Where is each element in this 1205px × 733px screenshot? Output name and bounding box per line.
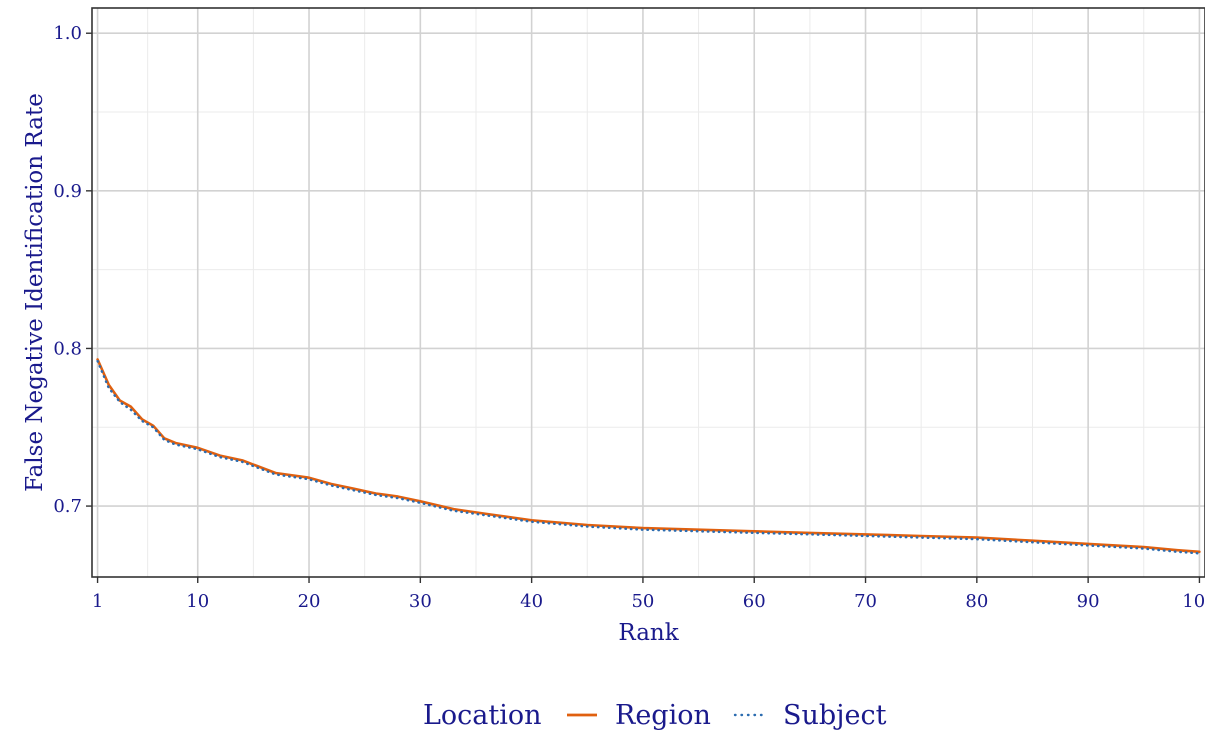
y-tick-label: 1.0 xyxy=(53,23,82,44)
plot-panel-border xyxy=(91,7,1205,578)
y-tick-label: 0.8 xyxy=(53,338,82,359)
series-line-region xyxy=(96,358,1201,554)
x-tick-label: 1 xyxy=(92,591,103,612)
legend-title: Location xyxy=(423,700,542,731)
x-tick-label: 30 xyxy=(409,591,432,612)
x-tick-label: 60 xyxy=(743,591,766,612)
y-tick-label: 0.9 xyxy=(53,181,82,202)
series-lines xyxy=(96,358,1201,555)
x-tick-label: 100 xyxy=(1182,591,1205,612)
major-gridlines xyxy=(92,8,1205,577)
x-tick-label: 70 xyxy=(854,591,877,612)
x-tick-label: 40 xyxy=(520,591,543,612)
minor-gridlines xyxy=(92,8,1205,577)
x-tick-label: 90 xyxy=(1077,591,1100,612)
x-axis-ticks: 1 10 20 30 40 50 60 70 80 90 100 xyxy=(92,577,1205,612)
series-line-subject xyxy=(96,359,1201,555)
x-axis-title: Rank xyxy=(618,620,679,646)
legend-label-subject: Subject xyxy=(783,700,887,731)
x-tick-label: 10 xyxy=(186,591,209,612)
y-tick-label: 0.7 xyxy=(53,496,82,517)
x-tick-label: 50 xyxy=(631,591,654,612)
x-tick-label: 20 xyxy=(298,591,321,612)
y-axis-ticks: 0.7 0.8 0.9 1.0 xyxy=(53,23,92,517)
y-axis-title: False Negative Identification Rate xyxy=(22,93,48,492)
legend: Location Region Subject xyxy=(423,700,887,731)
x-tick-label: 80 xyxy=(965,591,988,612)
legend-label-region: Region xyxy=(615,700,711,731)
